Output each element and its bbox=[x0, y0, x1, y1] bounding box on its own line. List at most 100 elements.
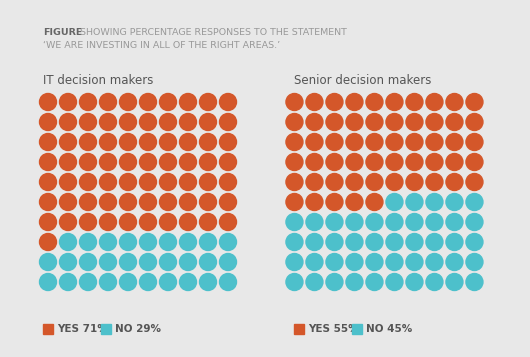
Circle shape bbox=[326, 213, 343, 231]
Circle shape bbox=[100, 273, 117, 291]
Circle shape bbox=[180, 253, 197, 271]
Circle shape bbox=[426, 233, 443, 251]
Circle shape bbox=[219, 233, 236, 251]
Circle shape bbox=[446, 154, 463, 171]
Circle shape bbox=[199, 114, 216, 131]
Circle shape bbox=[386, 134, 403, 151]
Circle shape bbox=[139, 273, 156, 291]
Circle shape bbox=[286, 94, 303, 111]
Circle shape bbox=[326, 154, 343, 171]
Circle shape bbox=[286, 134, 303, 151]
Circle shape bbox=[40, 213, 57, 231]
Circle shape bbox=[306, 174, 323, 191]
Circle shape bbox=[219, 253, 236, 271]
Circle shape bbox=[119, 233, 137, 251]
Circle shape bbox=[119, 154, 137, 171]
Circle shape bbox=[446, 114, 463, 131]
Circle shape bbox=[180, 273, 197, 291]
Circle shape bbox=[180, 213, 197, 231]
Circle shape bbox=[426, 273, 443, 291]
Circle shape bbox=[426, 94, 443, 111]
Circle shape bbox=[366, 94, 383, 111]
Circle shape bbox=[160, 253, 176, 271]
Circle shape bbox=[386, 273, 403, 291]
Circle shape bbox=[219, 154, 236, 171]
Circle shape bbox=[466, 94, 483, 111]
Circle shape bbox=[80, 213, 96, 231]
Circle shape bbox=[286, 154, 303, 171]
Circle shape bbox=[80, 273, 96, 291]
Circle shape bbox=[160, 94, 176, 111]
Circle shape bbox=[199, 174, 216, 191]
Circle shape bbox=[219, 193, 236, 211]
Circle shape bbox=[199, 193, 216, 211]
Circle shape bbox=[386, 253, 403, 271]
Circle shape bbox=[286, 174, 303, 191]
Text: NO 45%: NO 45% bbox=[366, 324, 413, 334]
Circle shape bbox=[139, 233, 156, 251]
Circle shape bbox=[466, 273, 483, 291]
Circle shape bbox=[406, 174, 423, 191]
Circle shape bbox=[426, 213, 443, 231]
Circle shape bbox=[100, 114, 117, 131]
Text: YES 55%: YES 55% bbox=[308, 324, 359, 334]
Circle shape bbox=[199, 213, 216, 231]
Circle shape bbox=[406, 193, 423, 211]
Circle shape bbox=[466, 193, 483, 211]
Circle shape bbox=[180, 193, 197, 211]
Circle shape bbox=[59, 253, 76, 271]
Bar bbox=[295, 324, 304, 334]
Circle shape bbox=[446, 253, 463, 271]
Circle shape bbox=[346, 213, 363, 231]
Bar bbox=[43, 324, 53, 334]
Circle shape bbox=[426, 193, 443, 211]
Circle shape bbox=[426, 253, 443, 271]
Circle shape bbox=[366, 154, 383, 171]
Circle shape bbox=[160, 154, 176, 171]
Circle shape bbox=[199, 233, 216, 251]
Circle shape bbox=[119, 213, 137, 231]
Circle shape bbox=[59, 114, 76, 131]
Circle shape bbox=[326, 174, 343, 191]
Circle shape bbox=[80, 114, 96, 131]
Circle shape bbox=[346, 233, 363, 251]
Circle shape bbox=[286, 253, 303, 271]
Circle shape bbox=[346, 94, 363, 111]
Circle shape bbox=[40, 233, 57, 251]
Circle shape bbox=[306, 193, 323, 211]
Circle shape bbox=[180, 174, 197, 191]
Circle shape bbox=[199, 154, 216, 171]
Circle shape bbox=[59, 174, 76, 191]
Text: YES 71%: YES 71% bbox=[57, 324, 108, 334]
Circle shape bbox=[199, 273, 216, 291]
Circle shape bbox=[366, 253, 383, 271]
Circle shape bbox=[80, 193, 96, 211]
Circle shape bbox=[80, 233, 96, 251]
Circle shape bbox=[199, 94, 216, 111]
Circle shape bbox=[80, 253, 96, 271]
Circle shape bbox=[139, 213, 156, 231]
Text: Senior decision makers: Senior decision makers bbox=[295, 74, 432, 87]
Circle shape bbox=[199, 134, 216, 151]
Circle shape bbox=[406, 154, 423, 171]
Circle shape bbox=[100, 193, 117, 211]
Circle shape bbox=[426, 154, 443, 171]
Circle shape bbox=[446, 174, 463, 191]
Circle shape bbox=[406, 114, 423, 131]
Circle shape bbox=[446, 193, 463, 211]
Circle shape bbox=[40, 114, 57, 131]
Circle shape bbox=[40, 154, 57, 171]
Circle shape bbox=[139, 174, 156, 191]
Circle shape bbox=[286, 114, 303, 131]
Circle shape bbox=[100, 253, 117, 271]
Circle shape bbox=[160, 273, 176, 291]
Circle shape bbox=[466, 253, 483, 271]
Circle shape bbox=[406, 94, 423, 111]
Circle shape bbox=[366, 193, 383, 211]
Circle shape bbox=[286, 213, 303, 231]
Bar bbox=[101, 324, 111, 334]
Circle shape bbox=[306, 114, 323, 131]
Circle shape bbox=[446, 213, 463, 231]
Circle shape bbox=[346, 114, 363, 131]
Circle shape bbox=[139, 253, 156, 271]
